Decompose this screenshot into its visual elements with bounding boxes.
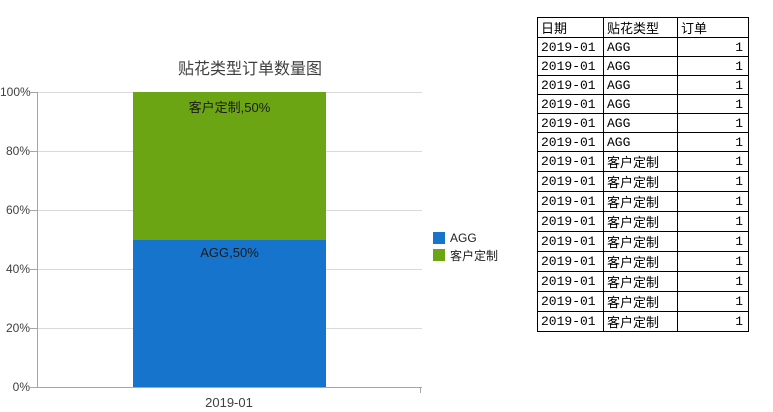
date-cell[interactable]: 2019-01 <box>537 231 604 252</box>
order-cell[interactable]: 1 <box>677 191 749 212</box>
legend-swatch-icon <box>433 249 445 261</box>
order-cell[interactable]: 1 <box>677 75 749 95</box>
y-axis-tick-mark <box>30 328 37 329</box>
chart-title: 贴花类型订单数量图 <box>177 61 322 78</box>
table-row: 2019-01 客户定制 1 <box>537 171 749 192</box>
x-axis-category-label: 2019-01 <box>205 395 253 410</box>
table-row: 2019-01 客户定制 1 <box>537 191 749 212</box>
type-cell[interactable]: AGG <box>603 75 678 95</box>
y-axis-tick-mark <box>30 210 37 211</box>
y-axis-tick-label: 80% <box>5 144 30 158</box>
table-header-cell[interactable]: 日期 <box>537 17 604 38</box>
type-cell[interactable]: 客户定制 <box>603 271 678 292</box>
date-cell[interactable]: 2019-01 <box>537 271 604 292</box>
legend-label: AGG <box>450 231 477 245</box>
table-header-row: 日期 贴花类型 订单 <box>537 17 749 38</box>
type-cell[interactable]: AGG <box>603 56 678 76</box>
order-cell[interactable]: 1 <box>677 211 749 232</box>
legend-swatch-icon <box>433 232 445 244</box>
bar-2019-01: 客户定制,50% AGG,50% <box>133 92 326 387</box>
date-cell[interactable]: 2019-01 <box>537 94 604 114</box>
table-row: 2019-01 客户定制 1 <box>537 291 749 312</box>
table-row: 2019-01 客户定制 1 <box>537 271 749 292</box>
data-label-AGG: AGG,50% <box>200 244 259 260</box>
y-axis-tick-label: 60% <box>5 203 30 217</box>
order-cell[interactable]: 1 <box>677 311 749 332</box>
legend-item-AGG: AGG <box>433 231 498 245</box>
y-axis-tick-label: 0% <box>12 380 30 394</box>
type-cell[interactable]: 客户定制 <box>603 151 678 172</box>
date-cell[interactable]: 2019-01 <box>537 151 604 172</box>
order-cell[interactable]: 1 <box>677 37 749 57</box>
y-axis-tick-label: 100% <box>0 85 31 99</box>
table-header-cell[interactable]: 贴花类型 <box>603 17 678 38</box>
table-row: 2019-01 AGG 1 <box>537 132 749 152</box>
date-cell[interactable]: 2019-01 <box>537 311 604 332</box>
order-cell[interactable]: 1 <box>677 251 749 272</box>
date-cell[interactable]: 2019-01 <box>537 37 604 57</box>
type-cell[interactable]: 客户定制 <box>603 251 678 272</box>
type-cell[interactable]: AGG <box>603 113 678 133</box>
date-cell[interactable]: 2019-01 <box>537 56 604 76</box>
type-cell[interactable]: 客户定制 <box>603 291 678 312</box>
bar-segment-客户定制: 客户定制,50% <box>133 92 326 240</box>
type-cell[interactable]: 客户定制 <box>603 311 678 332</box>
date-cell[interactable]: 2019-01 <box>537 132 604 152</box>
order-cell[interactable]: 1 <box>677 56 749 76</box>
order-cell[interactable]: 1 <box>677 171 749 192</box>
table-row: 2019-01 AGG 1 <box>537 75 749 95</box>
type-cell[interactable]: 客户定制 <box>603 211 678 232</box>
table-row: 2019-01 AGG 1 <box>537 37 749 57</box>
type-cell[interactable]: AGG <box>603 37 678 57</box>
y-axis-tick-mark <box>30 92 37 93</box>
data-table: 日期 贴花类型 订单 2019-01 AGG 1 2019-01 AGG 1 2019-01 AG… <box>537 17 749 332</box>
type-cell[interactable]: AGG <box>603 94 678 114</box>
table-row: 2019-01 客户定制 1 <box>537 251 749 272</box>
type-cell[interactable]: 客户定制 <box>603 171 678 192</box>
y-axis-tick-mark <box>30 269 37 270</box>
y-axis-tick-label: 40% <box>5 262 30 276</box>
y-axis-tick-mark <box>30 387 37 388</box>
table-row: 2019-01 AGG 1 <box>537 94 749 114</box>
order-cell[interactable]: 1 <box>677 113 749 133</box>
data-label-客户定制: 客户定制,50% <box>188 100 271 115</box>
type-cell[interactable]: AGG <box>603 132 678 152</box>
table-row: 2019-01 客户定制 1 <box>537 211 749 232</box>
table-row: 2019-01 客户定制 1 <box>537 231 749 252</box>
table-header: 日期 贴花类型 订单 <box>537 17 749 38</box>
x-axis-end-tick <box>420 388 421 393</box>
table-row: 2019-01 AGG 1 <box>537 113 749 133</box>
table-body: 2019-01 AGG 1 2019-01 AGG 1 2019-01 AGG 1 2019-01… <box>537 37 749 332</box>
order-cell[interactable]: 1 <box>677 151 749 172</box>
table-row: 2019-01 客户定制 1 <box>537 151 749 172</box>
date-cell[interactable]: 2019-01 <box>537 211 604 232</box>
order-cell[interactable]: 1 <box>677 132 749 152</box>
bar-segment-AGG: AGG,50% <box>133 239 326 387</box>
plot-area: 客户定制,50% AGG,50% <box>37 92 422 388</box>
y-axis-tick-label: 20% <box>5 321 30 335</box>
date-cell[interactable]: 2019-01 <box>537 191 604 212</box>
legend: AGG 客户定制 <box>433 231 498 265</box>
type-cell[interactable]: 客户定制 <box>603 231 678 252</box>
legend-label: 客户定制 <box>450 248 499 263</box>
type-cell[interactable]: 客户定制 <box>603 191 678 212</box>
order-cell[interactable]: 1 <box>677 271 749 292</box>
date-cell[interactable]: 2019-01 <box>537 75 604 95</box>
order-cell[interactable]: 1 <box>677 231 749 252</box>
legend-item-客户定制: 客户定制 <box>433 248 499 263</box>
date-cell[interactable]: 2019-01 <box>537 251 604 272</box>
date-cell[interactable]: 2019-01 <box>537 291 604 312</box>
table-row: 2019-01 AGG 1 <box>537 56 749 76</box>
table-header-cell[interactable]: 订单 <box>677 17 749 38</box>
date-cell[interactable]: 2019-01 <box>537 171 604 192</box>
table-row: 2019-01 客户定制 1 <box>537 311 749 332</box>
date-cell[interactable]: 2019-01 <box>537 113 604 133</box>
order-cell[interactable]: 1 <box>677 94 749 114</box>
order-cell[interactable]: 1 <box>677 291 749 312</box>
y-axis-tick-mark <box>30 151 37 152</box>
